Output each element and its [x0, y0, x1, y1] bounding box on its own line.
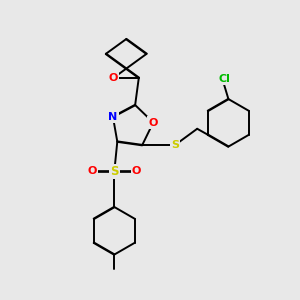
- Text: O: O: [132, 166, 141, 176]
- Text: S: S: [171, 140, 179, 150]
- Text: O: O: [87, 166, 97, 176]
- Text: Cl: Cl: [218, 74, 230, 84]
- Text: O: O: [148, 118, 158, 128]
- Text: O: O: [109, 73, 118, 83]
- Text: S: S: [110, 165, 118, 178]
- Text: N: N: [108, 112, 118, 122]
